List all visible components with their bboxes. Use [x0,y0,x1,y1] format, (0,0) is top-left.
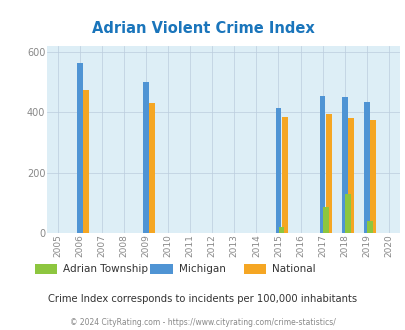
Bar [275,108,281,233]
Bar [366,221,372,233]
Bar [83,90,89,233]
Text: National: National [271,264,315,274]
Bar [347,118,353,233]
Bar [325,114,331,233]
Bar [281,117,287,233]
Bar [344,194,350,233]
Text: Crime Index corresponds to incidents per 100,000 inhabitants: Crime Index corresponds to incidents per… [48,294,357,304]
Bar [363,102,369,233]
Bar [341,97,347,233]
Text: Adrian Township: Adrian Township [63,264,147,274]
Bar [319,96,325,233]
Bar [143,82,149,233]
Bar [77,63,83,233]
Text: Michigan: Michigan [178,264,225,274]
Text: © 2024 CityRating.com - https://www.cityrating.com/crime-statistics/: © 2024 CityRating.com - https://www.city… [70,318,335,327]
Bar [278,227,284,233]
Bar [322,207,328,233]
Bar [369,120,375,233]
Bar [149,103,155,233]
Text: Adrian Violent Crime Index: Adrian Violent Crime Index [92,21,313,36]
